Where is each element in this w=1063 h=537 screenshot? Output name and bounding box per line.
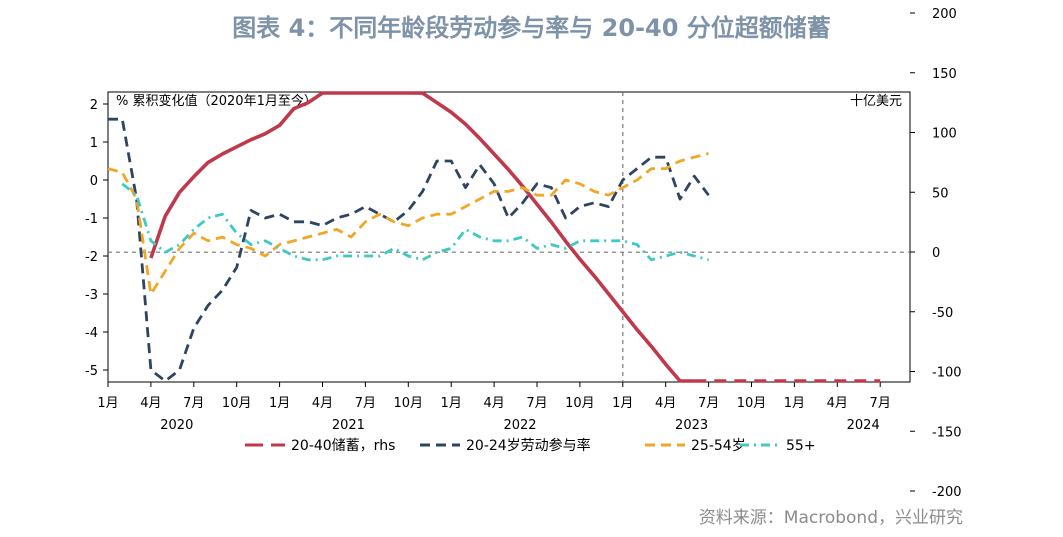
chart-title: 图表 4：不同年龄段劳动参与率与 20-40 分位超额储蓄 xyxy=(232,14,831,42)
x-month-label: 10月 xyxy=(565,396,595,411)
legend-label: 20-24岁劳动参与率 xyxy=(466,437,591,454)
right-tick-label: -100 xyxy=(932,366,962,381)
x-month-label: 10月 xyxy=(737,396,767,411)
x-month-label: 1月 xyxy=(97,396,118,411)
right-tick-label: 100 xyxy=(932,127,957,142)
x-month-label: 10月 xyxy=(222,396,252,411)
x-month-label: 1月 xyxy=(612,396,633,411)
x-month-label: 1月 xyxy=(784,396,805,411)
x-month-label: 10月 xyxy=(394,396,424,411)
legend-label: 25-54岁 xyxy=(691,438,746,454)
right-tick-label: -150 xyxy=(932,425,962,440)
x-year-label: 2023 xyxy=(675,418,708,433)
left-tick-label: 2 xyxy=(90,98,98,113)
series-line-savings xyxy=(149,91,695,383)
right-tick-label: -50 xyxy=(932,306,953,321)
right-tick-label: 50 xyxy=(932,186,949,201)
series-line-1 xyxy=(108,117,710,383)
x-month-label: 7月 xyxy=(698,396,719,411)
legend-label: 20-40储蓄，rhs xyxy=(291,438,395,454)
plot-frame xyxy=(107,91,911,383)
source-note: 资料来源：Macrobond，兴业研究 xyxy=(698,508,963,528)
x-month-label: 1月 xyxy=(269,396,290,411)
x-month-label: 4月 xyxy=(827,396,848,411)
x-year-label: 2020 xyxy=(160,418,193,433)
axes-group: 210-1-2-3-4-5250200150100500-50-100-150-… xyxy=(85,7,962,500)
x-month-label: 7月 xyxy=(526,396,547,411)
x-year-label: 2021 xyxy=(332,418,365,433)
series-line-3 xyxy=(121,182,709,262)
legend: 20-40储蓄，rhs 20-24岁劳动参与率 25-54岁 55+ xyxy=(245,437,816,454)
x-month-label: 7月 xyxy=(870,396,891,411)
left-tick-label: 1 xyxy=(90,136,98,151)
left-tick-label: -1 xyxy=(85,212,98,227)
left-tick-label: -3 xyxy=(85,288,98,303)
left-tick-label: -4 xyxy=(85,326,98,341)
x-month-label: 7月 xyxy=(355,396,376,411)
legend-label: 55+ xyxy=(786,438,816,454)
series-group xyxy=(107,91,881,383)
left-tick-label: -5 xyxy=(85,364,98,379)
right-tick-label: 0 xyxy=(932,246,940,261)
right-tick-label: -200 xyxy=(932,485,962,500)
left-tick-label: 0 xyxy=(90,174,98,189)
x-year-label: 2022 xyxy=(503,418,536,433)
x-month-label: 4月 xyxy=(483,396,504,411)
x-month-label: 1月 xyxy=(441,396,462,411)
right-axis-label: 十亿美元 xyxy=(850,94,902,109)
x-month-label: 4月 xyxy=(140,396,161,411)
x-month-label: 4月 xyxy=(655,396,676,411)
left-axis-label: % 累积变化值（2020年1月至今） xyxy=(116,93,317,109)
x-month-label: 4月 xyxy=(312,396,333,411)
right-tick-label: 200 xyxy=(932,7,957,22)
right-tick-label: 150 xyxy=(932,67,957,82)
x-month-label: 7月 xyxy=(183,396,204,411)
x-year-label: 2024 xyxy=(847,418,880,433)
series-line-2 xyxy=(107,152,709,296)
left-tick-label: -2 xyxy=(85,250,98,265)
